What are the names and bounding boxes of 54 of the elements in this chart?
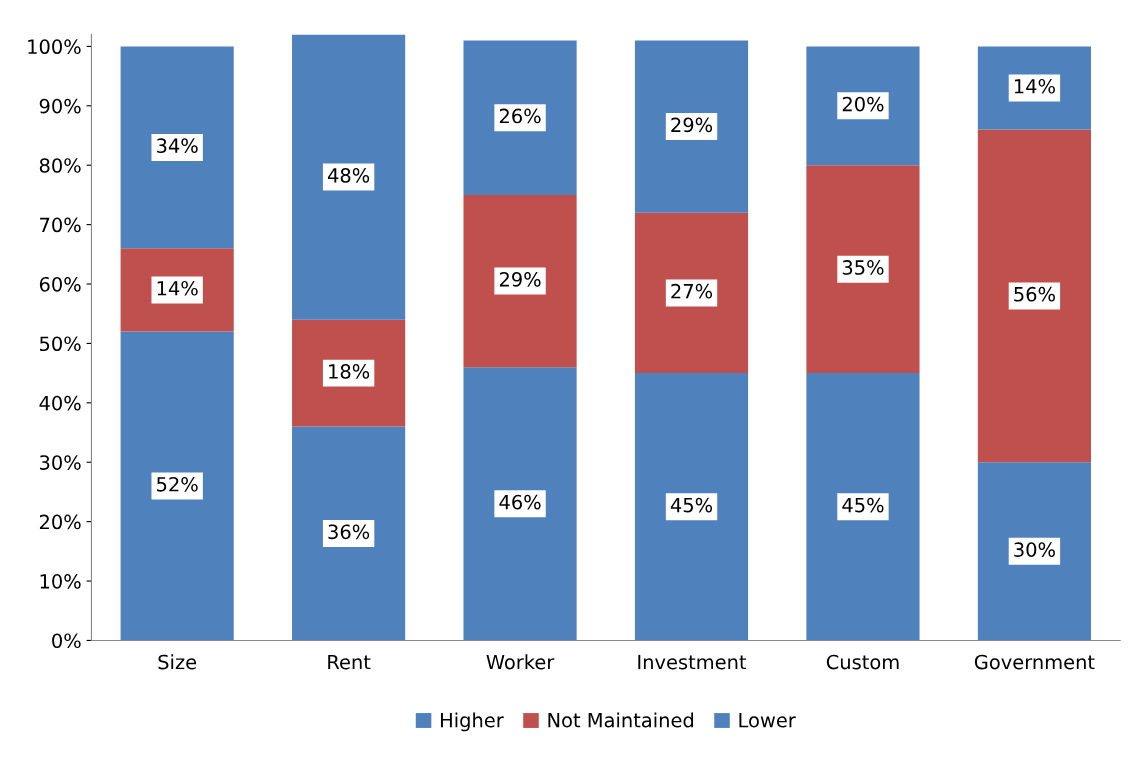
data-label: 27% [671, 283, 713, 299]
data-label: 45% [670, 497, 713, 513]
bar [977, 462, 1091, 641]
data-label: 30% [1014, 542, 1055, 557]
data-label: 46% [499, 494, 541, 510]
data-label: 35% [842, 260, 884, 275]
y-tick-label: 20% [39, 514, 81, 530]
bar [463, 194, 577, 368]
bar [806, 165, 920, 374]
y-tick-label: 40% [39, 395, 81, 411]
data-label: 14% [1014, 78, 1055, 94]
data-label: 48% [327, 168, 370, 183]
data-label: 36% [328, 524, 370, 540]
x-tick-label: Rent [328, 654, 371, 670]
legend-label: Not Maintained [548, 712, 694, 728]
bar [806, 46, 920, 166]
bar [292, 34, 406, 320]
data-label: 34% [157, 138, 198, 154]
legend-label: Higher [441, 712, 504, 732]
y-tick-label: 100% [28, 39, 81, 55]
x-tick-label: Government [974, 654, 1095, 670]
bar [463, 40, 577, 195]
bar [634, 40, 749, 213]
y-tick-label: 90% [39, 98, 81, 114]
y-tick-label: 50% [40, 336, 81, 352]
data-label: 29% [671, 117, 713, 133]
legend-label: Lower [739, 713, 796, 728]
data-label: 45% [842, 497, 884, 513]
data-label: 20% [842, 96, 884, 112]
y-tick-label: 60% [39, 276, 81, 292]
x-tick-label: Worker [486, 654, 555, 670]
bar [634, 373, 749, 641]
y-tick-label: 70% [40, 217, 81, 233]
data-label: 29% [499, 271, 541, 287]
bar [463, 367, 577, 641]
x-tick-label: Size [158, 654, 197, 670]
bar [806, 373, 920, 641]
bar [292, 319, 406, 427]
bar [292, 426, 406, 641]
data-label: 18% [329, 364, 370, 379]
y-tick-label: 0% [52, 633, 81, 649]
data-label: 56% [1014, 286, 1055, 302]
bar [120, 46, 234, 249]
bar [120, 331, 234, 641]
data-label: 14% [157, 280, 198, 296]
data-label: 52% [157, 476, 198, 492]
bar [634, 212, 749, 374]
x-tick-label: Custom [826, 654, 899, 670]
data-label: 26% [499, 108, 541, 124]
y-tick-label: 80% [39, 158, 81, 173]
bar [977, 129, 1091, 463]
y-tick-label: 10% [40, 574, 81, 589]
x-tick-label: Investment [638, 654, 747, 670]
y-tick-label: 30% [39, 455, 81, 470]
